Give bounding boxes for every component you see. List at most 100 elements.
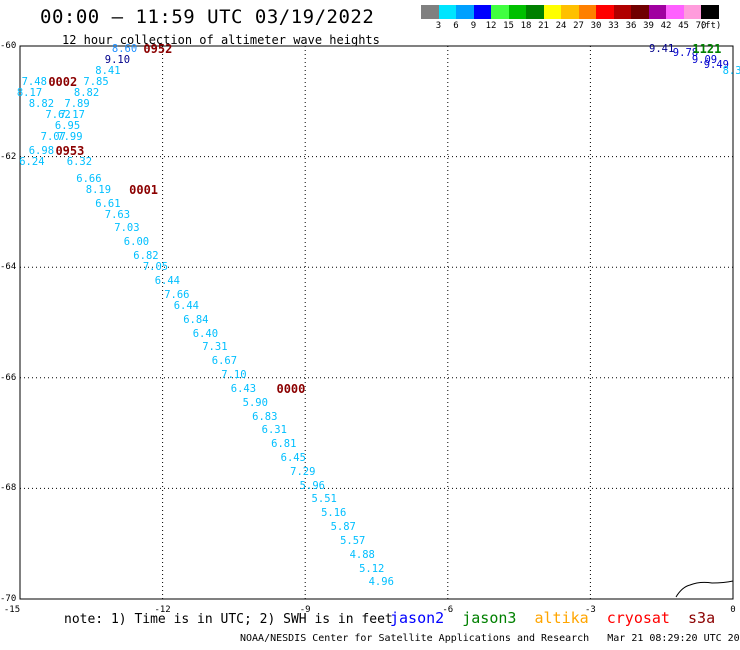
legend-label: 70 bbox=[695, 21, 707, 31]
time-mark-label: 0001 bbox=[129, 182, 159, 197]
wave-height-label: 9.41 bbox=[649, 42, 675, 55]
wave-height-label: 6.81 bbox=[271, 438, 297, 451]
time-mark-label: 0952 bbox=[143, 41, 173, 56]
legend-swatch bbox=[701, 5, 719, 19]
wave-height-label: 8.82 bbox=[28, 98, 55, 111]
wave-height-label: 6.67 bbox=[211, 355, 238, 368]
legend-swatch bbox=[438, 5, 456, 19]
wave-height-label: 8.41 bbox=[95, 64, 121, 77]
map-plot-area bbox=[19, 45, 734, 600]
legend-swatch bbox=[421, 5, 439, 19]
wave-height-label: 6.44 bbox=[154, 275, 180, 288]
longitude-tick-label: -3 bbox=[584, 605, 596, 615]
latitude-tick-label: -64 bbox=[0, 262, 17, 273]
latitude-tick-label: -62 bbox=[0, 151, 17, 162]
legend-label: 6 bbox=[453, 21, 459, 31]
wave-height-label: 7.29 bbox=[290, 465, 316, 478]
legend-swatch bbox=[648, 5, 666, 19]
latitude-tick-label: -60 bbox=[0, 41, 17, 51]
legend-label: 36 bbox=[625, 21, 637, 31]
wave-height-label: 5.57 bbox=[340, 534, 366, 547]
satellite-name-jason2: jason2 bbox=[390, 609, 454, 627]
legend-label: 21 bbox=[538, 21, 549, 31]
wave-height-label: 4.96 bbox=[368, 576, 394, 589]
plot-border bbox=[19, 45, 734, 600]
wave-height-label: 5.16 bbox=[321, 507, 347, 520]
satellite-name-s3a: s3a bbox=[688, 609, 716, 627]
wave-height-label: 7.17 bbox=[59, 109, 85, 122]
wave-height-label: 7.62 bbox=[45, 109, 71, 122]
legend-swatch bbox=[491, 5, 509, 19]
longitude-tick-label: 0 bbox=[730, 605, 736, 615]
wave-height-label: 6.40 bbox=[192, 327, 219, 340]
wave-height-label: 4.88 bbox=[349, 548, 375, 561]
longitude-tick-label: -12 bbox=[154, 605, 171, 615]
wave-height-label: 6.82 bbox=[133, 250, 159, 263]
wave-height-label: 6.44 bbox=[173, 299, 200, 312]
wave-height-label: 7.99 bbox=[57, 131, 83, 144]
legend-swatch bbox=[508, 5, 526, 19]
legend-swatch bbox=[596, 5, 614, 19]
wave-height-label: 6.45 bbox=[280, 451, 306, 464]
satellite-name-altika: altika bbox=[534, 609, 598, 627]
legend-label: 30 bbox=[590, 21, 602, 31]
map-grid bbox=[19, 45, 734, 600]
time-mark-label: 0002 bbox=[48, 74, 78, 89]
legend-unit: (ft) bbox=[699, 21, 722, 31]
satellite-legend: jason2 jason3 altika cryosat s3a bbox=[390, 609, 715, 627]
wave-height-label: 7.89 bbox=[64, 98, 90, 111]
wave-height-label: 5.96 bbox=[299, 479, 325, 492]
legend-swatch bbox=[683, 5, 701, 19]
legend-label: 3 bbox=[435, 21, 442, 31]
figure-title: 00:00 – 11:59 UTC 03/19/2022 bbox=[40, 6, 375, 28]
legend-label: 18 bbox=[520, 21, 532, 31]
legend-swatch bbox=[578, 5, 596, 19]
wave-height-label: 8.3 bbox=[722, 64, 740, 77]
wave-height-label: 5.90 bbox=[242, 396, 268, 409]
wave-height-label: 6.00 bbox=[123, 236, 150, 249]
wave-height-label: 9.09 bbox=[691, 53, 718, 66]
latitude-tick-label: -70 bbox=[0, 594, 17, 604]
wave-height-label: 5.87 bbox=[330, 521, 356, 534]
wave-height-label: 6.98 bbox=[28, 145, 55, 158]
wave-height-label: 6.24 bbox=[19, 156, 45, 169]
longitude-tick-label: -9 bbox=[299, 605, 311, 615]
coastline bbox=[675, 580, 734, 598]
wave-height-label: 8.60 bbox=[111, 42, 138, 55]
legend-label: 12 bbox=[485, 21, 497, 31]
time-mark-label: 1121 bbox=[692, 41, 722, 56]
time-mark-label: 0953 bbox=[55, 144, 85, 159]
latitude-tick-label: -68 bbox=[0, 483, 17, 494]
wave-height-label: 7.10 bbox=[221, 369, 247, 382]
wave-height-label: 7.85 bbox=[83, 75, 109, 88]
wave-height-label: 7.07 bbox=[40, 131, 66, 144]
legend-label: 42 bbox=[660, 21, 672, 31]
legend-label: 39 bbox=[643, 21, 654, 31]
wave-height-label: 5.51 bbox=[311, 493, 337, 506]
wave-height-label: 7.05 bbox=[142, 261, 169, 274]
legend-swatch bbox=[631, 5, 649, 19]
legend-swatch bbox=[613, 5, 631, 19]
time-mark-label: 0000 bbox=[276, 381, 306, 396]
latitude-tick-label: -66 bbox=[0, 372, 17, 383]
figure-footer: NOAA/NESDIS Center for Satellite Applica… bbox=[240, 633, 740, 644]
wave-height-label: 9.78 bbox=[672, 46, 699, 59]
color-legend bbox=[421, 5, 719, 19]
wave-height-label: 6.83 bbox=[252, 410, 278, 423]
longitude-tick-label: -6 bbox=[442, 605, 454, 615]
legend-swatch bbox=[561, 5, 579, 19]
legend-swatch bbox=[526, 5, 544, 19]
figure-note: note: 1) Time is in UTC; 2) SWH is in fe… bbox=[64, 612, 393, 627]
wave-height-label: 7.66 bbox=[164, 288, 190, 301]
wave-height-label: 7.31 bbox=[202, 341, 228, 354]
wave-height-label: 6.95 bbox=[54, 120, 81, 133]
wave-height-label: 7.48 bbox=[21, 75, 47, 88]
legend-swatch bbox=[666, 5, 684, 19]
satellite-name-cryosat: cryosat bbox=[606, 609, 679, 627]
wave-height-label: 8.19 bbox=[85, 183, 112, 196]
wave-height-label: 8.82 bbox=[73, 87, 100, 99]
wave-height-label: 9.10 bbox=[104, 53, 131, 66]
wave-height-label: 6.66 bbox=[76, 172, 102, 185]
figure-subtitle: 12 hour collection of altimeter wave hei… bbox=[62, 33, 380, 47]
